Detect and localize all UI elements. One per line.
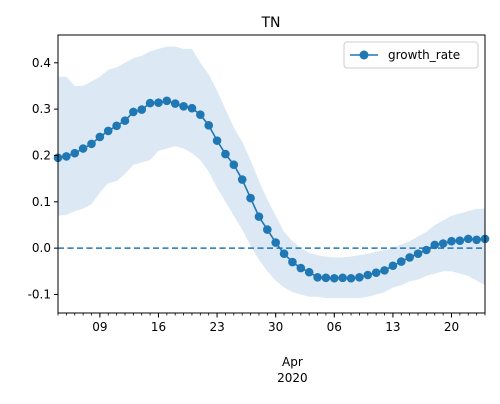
growth-rate-point: [329, 273, 339, 283]
growth-rate-point: [321, 273, 331, 283]
growth-rate-point: [447, 236, 456, 246]
growth-rate-point: [413, 249, 423, 258]
confidence-band: [58, 46, 485, 299]
growth-rate-point: [145, 98, 155, 108]
growth-rate-point: [371, 268, 381, 277]
plot-frame: [57, 34, 486, 314]
legend-label-growth-rate: growth_rate: [388, 48, 460, 62]
growth-rate-point: [271, 238, 280, 247]
growth-rate-point: [355, 273, 364, 282]
y-tick-label: 0.1: [32, 195, 51, 209]
plot-area: [53, 46, 490, 299]
growth-rate-point: [204, 121, 214, 130]
growth-rate-point: [396, 257, 406, 266]
growth-rate-point: [438, 239, 448, 248]
x-tick-label: 20: [444, 320, 459, 334]
growth-rate-point: [179, 102, 188, 111]
growth-rate-point: [313, 273, 322, 282]
growth-rate-point: [103, 126, 113, 136]
growth-rate-point: [422, 245, 431, 255]
growth-rate-point: [229, 160, 239, 170]
growth-rate-point: [95, 132, 105, 142]
y-tick-label: 0.3: [32, 102, 51, 116]
y-axis: -0.1 0.0 0.1 0.2 0.3 0.4: [28, 56, 58, 301]
growth-rate-point: [162, 96, 172, 106]
growth-rate-point: [472, 235, 481, 245]
growth-rate-point: [430, 240, 440, 250]
growth-rate-point: [246, 193, 255, 203]
y-tick-label: 0.4: [32, 56, 51, 70]
growth-rate-point: [62, 152, 71, 161]
growth-rate-point: [196, 110, 205, 119]
growth-rate-point: [380, 266, 389, 275]
x-tick-label: 30: [268, 320, 283, 334]
growth-rate-point: [187, 103, 197, 113]
legend: growth_rate: [343, 41, 479, 69]
x-tick-label: 06: [327, 320, 342, 334]
growth-rate-point: [221, 149, 230, 159]
growth-rate-point: [304, 267, 314, 277]
growth-rate-point: [137, 105, 147, 114]
growth-rate-point: [78, 144, 88, 153]
growth-rate-point: [129, 107, 138, 117]
x-tick-label: 09: [92, 320, 107, 334]
x-tick-label: 13: [385, 320, 400, 334]
growth-rate-point: [296, 263, 306, 273]
growth-rate-point: [279, 249, 289, 258]
growth-rate-point: [455, 236, 465, 246]
growth-rate-point: [363, 270, 373, 280]
growth-rate-point: [463, 234, 473, 244]
y-tick-label: -0.1: [28, 287, 51, 301]
x-year-label: 2020: [277, 371, 308, 385]
growth-rate-point: [338, 273, 347, 283]
y-tick-label: 0.2: [32, 148, 51, 162]
y-tick-label: 0.0: [32, 241, 51, 255]
growth-rate-point: [87, 139, 96, 149]
growth-rate-point: [170, 99, 180, 108]
growth-rate-point: [288, 257, 297, 267]
growth-rate-point: [405, 253, 414, 262]
legend-marker-swatch: [359, 50, 369, 60]
growth-rate-point: [254, 212, 264, 221]
growth-rate-point: [263, 225, 272, 234]
legend-box: [343, 41, 479, 69]
x-axis: 09 16 23 30 06 13 20 Apr 2020: [57, 313, 486, 385]
growth-rate-point: [70, 148, 80, 158]
x-tick-label: 16: [151, 320, 166, 334]
x-tick-label: 23: [209, 320, 224, 334]
x-month-label: Apr: [282, 355, 303, 369]
growth-rate-point: [154, 98, 163, 107]
growth-rate-point: [120, 116, 130, 126]
growth-rate-point: [346, 273, 356, 283]
growth-rate-line: [57, 99, 486, 280]
growth-rate-point: [112, 121, 121, 131]
chart-title: TN: [260, 15, 280, 31]
growth-rate-point: [388, 261, 398, 271]
growth-rate-point: [212, 136, 222, 145]
growth-rate-point: [237, 175, 247, 184]
